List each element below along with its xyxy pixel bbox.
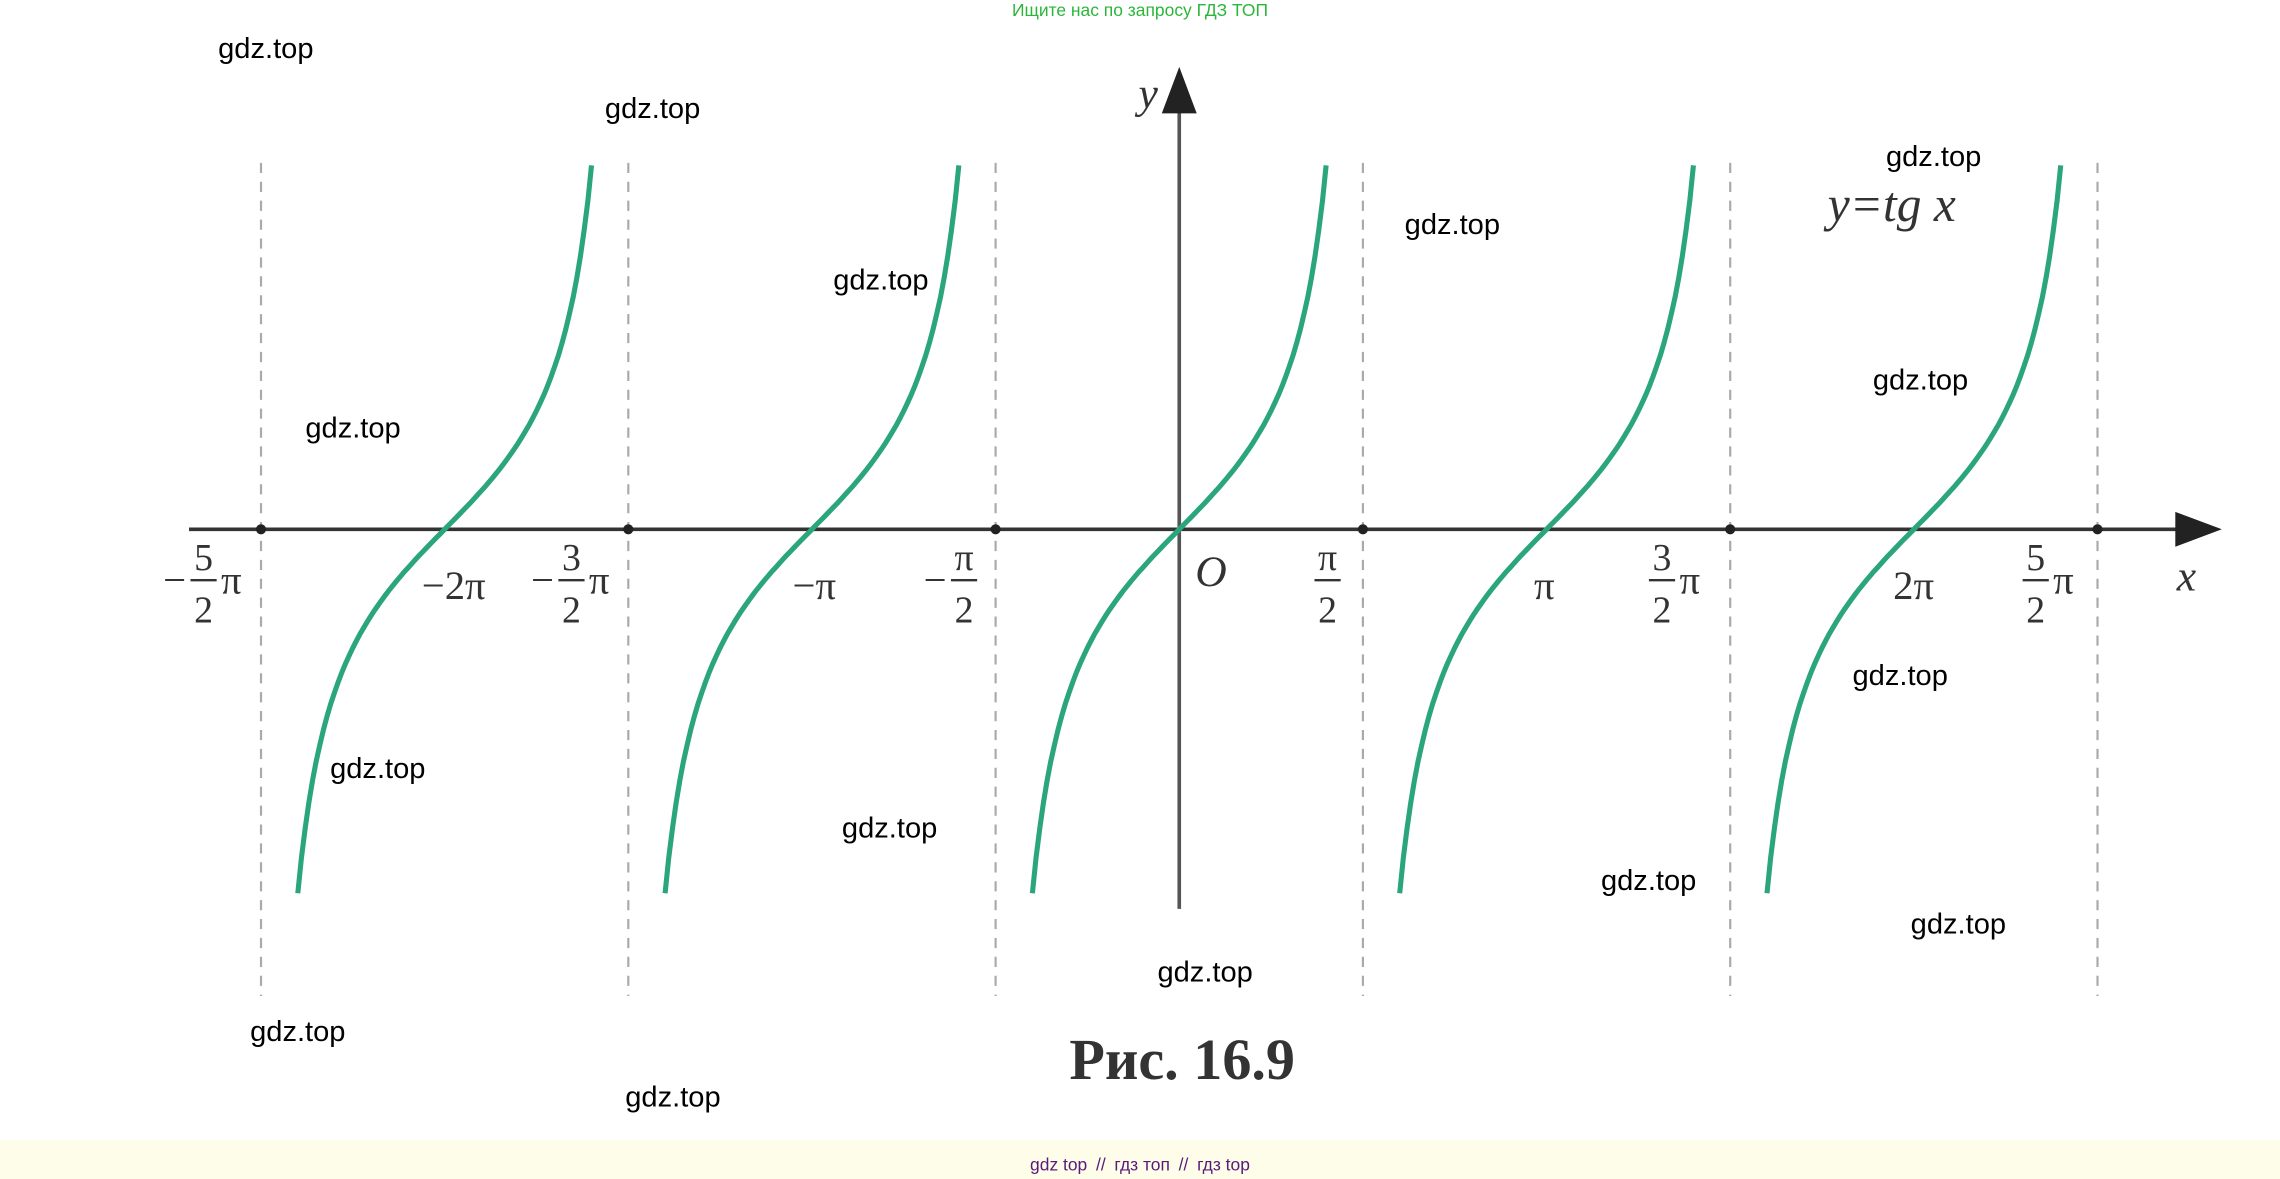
tick-label: 2	[2026, 589, 2045, 631]
watermark: gdz.top	[833, 264, 928, 296]
y-arrow	[1161, 66, 1197, 114]
tick-label: 3	[1653, 537, 1672, 579]
formula: y=tg x	[1823, 177, 1956, 232]
footer-separator: //	[1096, 1155, 1106, 1175]
tick-label: 5	[194, 537, 213, 579]
tick-label: π	[1679, 557, 1700, 602]
tick-label: π	[589, 557, 610, 602]
tick-label: 2	[562, 589, 581, 631]
tick-label: 2	[194, 589, 213, 631]
tangent-branch	[1397, 165, 1696, 894]
tick-label: −2π	[422, 563, 486, 608]
watermark: gdz.top	[605, 93, 700, 125]
watermark: gdz.top	[218, 33, 313, 65]
axis-dot	[2092, 524, 2103, 535]
watermark: gdz.top	[1157, 957, 1252, 989]
footer-band	[0, 1140, 2280, 1179]
caption: Рис. 16.9	[1069, 1027, 1295, 1092]
footer-link: gdz top	[1030, 1155, 1087, 1175]
tangent-branch	[1029, 165, 1329, 894]
x-arrow	[2175, 511, 2222, 547]
watermark: gdz.top	[625, 1082, 720, 1114]
footer-link: гдз top	[1197, 1155, 1250, 1175]
tangent-branch	[1764, 165, 2064, 894]
footer: gdz top // гдз топ // гдз top	[1030, 1155, 1250, 1175]
watermark: gdz.top	[842, 813, 937, 845]
tangent-branch	[295, 165, 595, 894]
footer-link: гдз топ	[1114, 1155, 1170, 1175]
tick-label: 2	[1653, 589, 1672, 631]
x-label: x	[2176, 552, 2197, 600]
axis-dot	[1357, 524, 1368, 535]
origin-label: O	[1195, 548, 1227, 596]
tick-label: π	[221, 557, 242, 602]
watermark: gdz.top	[330, 753, 425, 785]
watermark: gdz.top	[1873, 365, 1968, 397]
footer-separator: //	[1179, 1155, 1189, 1175]
axis-dot	[990, 524, 1001, 535]
watermark: gdz.top	[250, 1016, 345, 1048]
y-label: y	[1135, 70, 1159, 118]
tick-label: π	[955, 537, 974, 579]
tick-label: −	[163, 557, 186, 602]
tick-label: −	[924, 557, 947, 602]
tick-label: π	[2053, 557, 2074, 602]
tick-label: 2π	[1893, 563, 1934, 608]
tick-label: π	[1534, 563, 1555, 608]
tick-label: π	[1318, 537, 1337, 579]
watermark: gdz.top	[1853, 660, 1948, 692]
tick-label: −	[531, 557, 554, 602]
axis-dot	[1725, 524, 1736, 535]
axis-dot	[623, 524, 634, 535]
watermark: gdz.top	[1405, 209, 1500, 241]
tick-label: 2	[1318, 589, 1337, 631]
watermark: gdz.top	[1601, 865, 1696, 897]
axis-dot	[255, 524, 267, 535]
watermarks: gdz.top gdz.top gdz.top gdz.top gdz.top gdz.t…	[218, 33, 2006, 1113]
header-text: Ищите нас по запросу ГДЗ ТОП	[1012, 0, 1268, 20]
watermark: gdz.top	[305, 413, 400, 445]
watermark: gdz.top	[1911, 909, 2006, 941]
watermark: gdz.top	[1886, 141, 1981, 173]
tangent-branch	[662, 165, 962, 894]
tick-label: 3	[562, 537, 581, 579]
tick-label: 2	[955, 589, 974, 631]
tick-label: 5	[2026, 537, 2045, 579]
tick-label: −π	[793, 563, 837, 608]
